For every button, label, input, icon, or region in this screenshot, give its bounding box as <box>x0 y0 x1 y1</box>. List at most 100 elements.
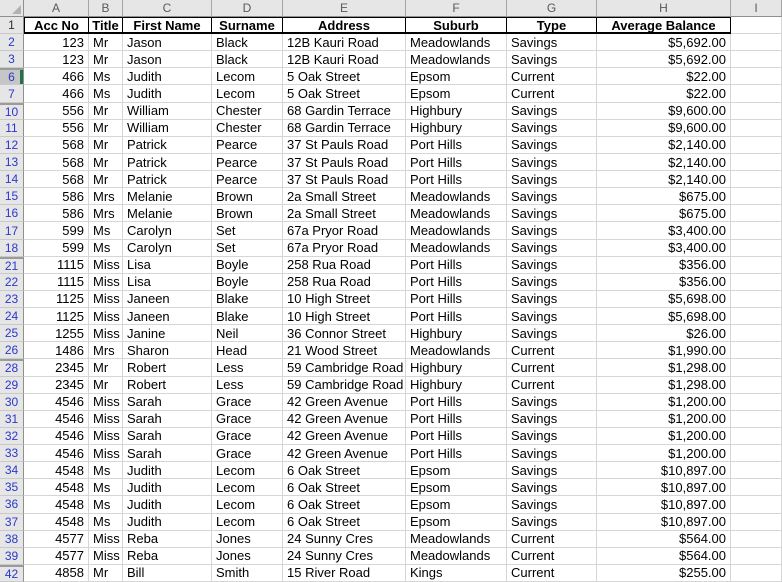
cell-I26[interactable] <box>731 342 782 360</box>
cell-A13[interactable]: 568 <box>24 153 89 172</box>
cell-A21[interactable]: 1115 <box>24 256 89 274</box>
cell-I22[interactable] <box>731 273 782 291</box>
cell-G6[interactable]: Current <box>507 68 597 86</box>
cell-C42[interactable]: Bill <box>123 564 212 582</box>
cell-G11[interactable]: Savings <box>507 119 597 137</box>
cell-G2[interactable]: Savings <box>507 34 597 52</box>
cell-E31[interactable]: 42 Green Avenue <box>283 410 406 428</box>
row-header-28[interactable]: 28 <box>0 359 24 377</box>
cell-G10[interactable]: Savings <box>507 102 597 120</box>
cell-I29[interactable] <box>731 376 782 394</box>
cell-E12[interactable]: 37 St Pauls Road <box>283 136 406 154</box>
cell-G24[interactable]: Savings <box>507 308 597 326</box>
column-header-H[interactable]: H <box>597 0 731 17</box>
cell-B21[interactable]: Miss <box>89 256 123 274</box>
cell-G25[interactable]: Savings <box>507 325 597 343</box>
cell-H33[interactable]: $1,200.00 <box>597 445 731 463</box>
cell-B13[interactable]: Mr <box>89 153 123 172</box>
cell-I42[interactable] <box>731 564 782 582</box>
cell-C15[interactable]: Melanie <box>123 188 212 206</box>
cell-G33[interactable]: Savings <box>507 445 597 463</box>
cell-F39[interactable]: Meadowlands <box>406 547 507 565</box>
cell-H12[interactable]: $2,140.00 <box>597 136 731 154</box>
cell-G39[interactable]: Current <box>507 547 597 565</box>
row-header-39[interactable]: 39 <box>0 547 24 565</box>
cell-E36[interactable]: 6 Oak Street <box>283 496 406 514</box>
cell-B23[interactable]: Miss <box>89 290 123 309</box>
cell-E22[interactable]: 258 Rua Road <box>283 273 406 291</box>
row-header-26[interactable]: 26 <box>0 342 24 360</box>
cell-B33[interactable]: Miss <box>89 445 123 463</box>
cell-C30[interactable]: Sarah <box>123 393 212 411</box>
cell-H18[interactable]: $3,400.00 <box>597 239 731 257</box>
cell-A3[interactable]: 123 <box>24 51 89 69</box>
cell-B2[interactable]: Mr <box>89 34 123 52</box>
cell-B6[interactable]: Ms <box>89 68 123 86</box>
cell-F34[interactable]: Epsom <box>406 462 507 480</box>
cell-C21[interactable]: Lisa <box>123 256 212 274</box>
row-header-3[interactable]: 3 <box>0 51 24 69</box>
cell-H26[interactable]: $1,990.00 <box>597 342 731 360</box>
cell-I25[interactable] <box>731 325 782 343</box>
cell-H37[interactable]: $10,897.00 <box>597 513 731 531</box>
cell-C16[interactable]: Melanie <box>123 205 212 223</box>
cell-I3[interactable] <box>731 51 782 69</box>
cell-B32[interactable]: Miss <box>89 427 123 446</box>
cell-A23[interactable]: 1125 <box>24 290 89 309</box>
cell-B18[interactable]: Ms <box>89 239 123 257</box>
cell-D23[interactable]: Blake <box>212 290 283 309</box>
cell-G36[interactable]: Savings <box>507 496 597 514</box>
cell-E2[interactable]: 12B Kauri Road <box>283 34 406 52</box>
cell-E29[interactable]: 59 Cambridge Road <box>283 376 406 394</box>
cell-B38[interactable]: Miss <box>89 530 123 548</box>
cell-F18[interactable]: Meadowlands <box>406 239 507 257</box>
cell-I12[interactable] <box>731 136 782 154</box>
cell-F7[interactable]: Epsom <box>406 85 507 103</box>
cell-F15[interactable]: Meadowlands <box>406 188 507 206</box>
cell-I17[interactable] <box>731 222 782 240</box>
cell-C12[interactable]: Patrick <box>123 136 212 154</box>
cell-B37[interactable]: Ms <box>89 513 123 531</box>
cell-A25[interactable]: 1255 <box>24 325 89 343</box>
cell-A7[interactable]: 466 <box>24 85 89 103</box>
cell-B36[interactable]: Ms <box>89 496 123 514</box>
row-header-21[interactable]: 21 <box>0 256 24 274</box>
cell-A34[interactable]: 4548 <box>24 462 89 480</box>
cell-A11[interactable]: 556 <box>24 119 89 137</box>
cell-H34[interactable]: $10,897.00 <box>597 462 731 480</box>
cell-I24[interactable] <box>731 308 782 326</box>
row-header-11[interactable]: 11 <box>0 119 24 137</box>
cell-F28[interactable]: Highbury <box>406 359 507 377</box>
cell-I32[interactable] <box>731 427 782 446</box>
cell-B26[interactable]: Mrs <box>89 342 123 360</box>
cell-I36[interactable] <box>731 496 782 514</box>
cell-D21[interactable]: Boyle <box>212 256 283 274</box>
cell-D37[interactable]: Lecom <box>212 513 283 531</box>
cell-E32[interactable]: 42 Green Avenue <box>283 427 406 446</box>
cell-C17[interactable]: Carolyn <box>123 222 212 240</box>
cell-B14[interactable]: Mr <box>89 171 123 189</box>
cell-E24[interactable]: 10 High Street <box>283 308 406 326</box>
cell-I15[interactable] <box>731 188 782 206</box>
header-cell-A1[interactable]: Acc No <box>24 17 89 35</box>
cell-A42[interactable]: 4858 <box>24 564 89 582</box>
cell-H28[interactable]: $1,298.00 <box>597 359 731 377</box>
cell-H24[interactable]: $5,698.00 <box>597 308 731 326</box>
cell-F38[interactable]: Meadowlands <box>406 530 507 548</box>
cell-I21[interactable] <box>731 256 782 274</box>
cell-I37[interactable] <box>731 513 782 531</box>
row-header-13[interactable]: 13 <box>0 153 24 172</box>
cell-E16[interactable]: 2a Small Street <box>283 205 406 223</box>
cell-G32[interactable]: Savings <box>507 427 597 446</box>
cell-G28[interactable]: Current <box>507 359 597 377</box>
cell-A31[interactable]: 4546 <box>24 410 89 428</box>
cell-D3[interactable]: Black <box>212 51 283 69</box>
header-cell-E1[interactable]: Address <box>283 17 406 35</box>
column-header-D[interactable]: D <box>212 0 283 17</box>
cell-F35[interactable]: Epsom <box>406 479 507 497</box>
cell-A32[interactable]: 4546 <box>24 427 89 446</box>
cell-F30[interactable]: Port Hills <box>406 393 507 411</box>
cell-B3[interactable]: Mr <box>89 51 123 69</box>
cell-E34[interactable]: 6 Oak Street <box>283 462 406 480</box>
cell-E21[interactable]: 258 Rua Road <box>283 256 406 274</box>
